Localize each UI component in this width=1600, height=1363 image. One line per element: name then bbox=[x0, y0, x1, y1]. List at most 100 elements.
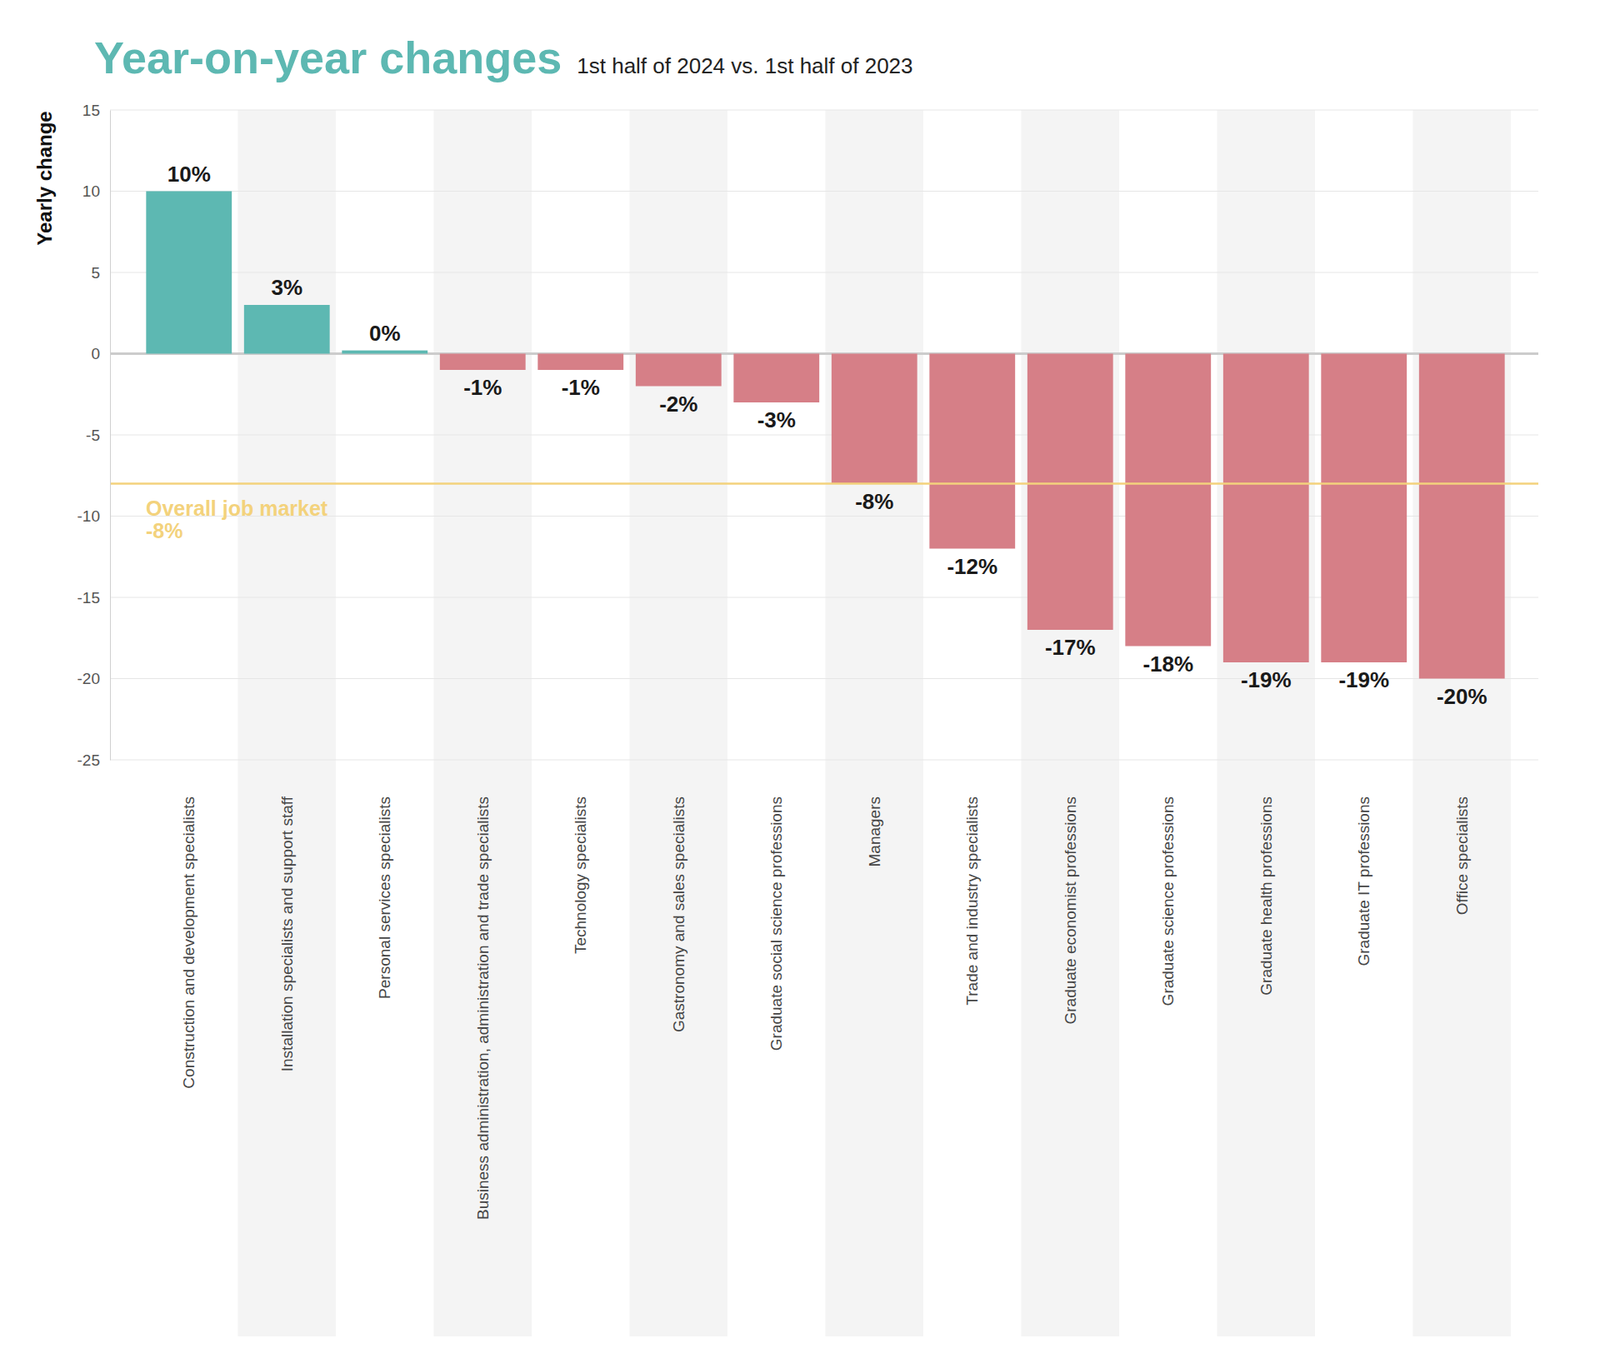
data-label: -19% bbox=[1338, 667, 1390, 693]
grid-line bbox=[110, 190, 1539, 192]
bar bbox=[537, 354, 624, 371]
y-tick-label: -5 bbox=[85, 426, 100, 445]
x-tick: Installation specialists and support sta… bbox=[278, 793, 296, 1072]
grid-line bbox=[110, 272, 1539, 274]
background-bands bbox=[238, 110, 1512, 1337]
background-band bbox=[238, 110, 337, 1337]
y-tick-label: 15 bbox=[82, 101, 100, 120]
reference-label: Overall job market-8% bbox=[145, 496, 329, 543]
y-tick: 5 bbox=[90, 264, 110, 282]
data-label: -8% bbox=[855, 489, 894, 515]
data-label: 10% bbox=[167, 161, 211, 187]
x-tick-label: Trade and industry specialists bbox=[963, 796, 981, 1006]
data-label: -17% bbox=[1045, 635, 1096, 660]
grid-line bbox=[110, 760, 1539, 761]
x-tick: Trade and industry specialists bbox=[963, 793, 981, 1006]
data-label: -12% bbox=[946, 554, 998, 580]
y-tick-label: 0 bbox=[90, 345, 100, 363]
x-axis: Construction and development specialists… bbox=[180, 793, 1471, 1220]
data-label: -2% bbox=[659, 391, 698, 417]
y-tick-label: -10 bbox=[77, 507, 100, 525]
y-tick: 10 bbox=[82, 182, 110, 200]
background-band bbox=[1217, 110, 1316, 1337]
bar bbox=[635, 354, 722, 387]
x-tick: Graduate health professions bbox=[1257, 793, 1275, 996]
x-tick: Graduate economist professions bbox=[1061, 793, 1080, 1025]
x-tick: Graduate social science professions bbox=[767, 793, 785, 1051]
y-axis: -25 -20 -15 -10 -5 0 5 10 15 bbox=[77, 101, 111, 770]
grid bbox=[110, 110, 1539, 760]
y-tick: 15 bbox=[82, 101, 110, 120]
x-tick-label: Business administration, administration … bbox=[474, 796, 492, 1220]
x-tick: Managers bbox=[865, 793, 884, 868]
x-tick-label: Personal services specialists bbox=[375, 796, 394, 1000]
title: Year-on-year changes bbox=[94, 32, 562, 83]
background-band bbox=[1413, 110, 1512, 1337]
x-tick-label: Installation specialists and support sta… bbox=[278, 795, 296, 1072]
y-tick: -5 bbox=[85, 426, 110, 445]
data-label: -19% bbox=[1240, 667, 1292, 693]
y-tick-label: -15 bbox=[77, 589, 100, 607]
data-label: 3% bbox=[270, 275, 303, 300]
bars bbox=[110, 191, 1539, 680]
y-tick: 0 bbox=[90, 345, 110, 363]
x-tick: Construction and development specialists bbox=[180, 793, 198, 1090]
x-tick: Office specialists bbox=[1453, 793, 1471, 915]
background-band bbox=[1021, 110, 1120, 1337]
reference-value: -8% bbox=[145, 519, 183, 543]
x-tick-label: Graduate IT professions bbox=[1355, 796, 1373, 966]
y-tick: -20 bbox=[77, 670, 110, 688]
bar bbox=[831, 354, 918, 485]
bar bbox=[1027, 354, 1114, 631]
bar bbox=[145, 191, 232, 355]
y-tick: -15 bbox=[77, 589, 110, 607]
bar bbox=[1320, 354, 1407, 664]
x-tick-label: Gastronomy and sales specialists bbox=[670, 796, 688, 1033]
x-tick-label: Graduate health professions bbox=[1257, 796, 1275, 996]
subtitle: 1st half of 2024 vs. 1st half of 2023 bbox=[576, 53, 913, 79]
data-label: 0% bbox=[369, 320, 401, 346]
data-label: -1% bbox=[561, 375, 600, 400]
y-tick: -10 bbox=[77, 507, 110, 525]
y-tick-label: 10 bbox=[82, 182, 100, 200]
background-band bbox=[825, 110, 925, 1337]
x-tick-label: Office specialists bbox=[1453, 796, 1471, 915]
data-label: -3% bbox=[757, 407, 796, 433]
x-tick-label: Graduate social science professions bbox=[767, 796, 785, 1051]
bar bbox=[733, 354, 820, 404]
grid-line bbox=[110, 678, 1539, 680]
x-tick: Business administration, administration … bbox=[474, 793, 492, 1220]
bar bbox=[1223, 354, 1310, 664]
data-labels: 10% 3% 0% -1% -1% -2% -3% -8% -12% -17% -18% -19% -1… bbox=[167, 161, 1488, 710]
y-tick-label: -25 bbox=[77, 751, 100, 770]
x-tick-label: Managers bbox=[865, 796, 884, 868]
reference-text: Overall job market bbox=[145, 496, 329, 520]
grid-line bbox=[110, 110, 1539, 111]
x-tick-label: Graduate science professions bbox=[1159, 796, 1177, 1006]
background-band bbox=[630, 110, 729, 1337]
x-tick: Graduate IT professions bbox=[1355, 793, 1373, 966]
data-label: -20% bbox=[1436, 684, 1488, 710]
x-tick-label: Technology specialists bbox=[571, 796, 590, 955]
y-tick-label: -20 bbox=[77, 670, 100, 688]
x-tick: Personal services specialists bbox=[375, 793, 394, 1000]
y-tick-label: 5 bbox=[90, 264, 100, 282]
bar bbox=[1125, 354, 1211, 647]
x-tick-label: Graduate economist professions bbox=[1061, 796, 1080, 1025]
data-label: -18% bbox=[1142, 651, 1194, 677]
x-tick-label: Construction and development specialists bbox=[180, 796, 198, 1090]
x-tick: Technology specialists bbox=[571, 793, 590, 955]
y-axis-title: Yearly change bbox=[33, 110, 56, 245]
chart: Overall job market-8%10%3%0%-1%-1%-2%-3%… bbox=[0, 0, 1600, 1363]
bar bbox=[440, 354, 526, 371]
background-band bbox=[434, 110, 533, 1337]
bar bbox=[341, 350, 428, 355]
bar bbox=[1419, 354, 1505, 680]
x-tick: Graduate science professions bbox=[1159, 793, 1177, 1006]
bar bbox=[244, 305, 330, 355]
reference-line bbox=[110, 482, 1539, 485]
y-tick: -25 bbox=[77, 751, 110, 770]
data-label: -1% bbox=[463, 375, 502, 400]
y-axis-line bbox=[110, 110, 111, 761]
bar bbox=[929, 354, 1015, 550]
